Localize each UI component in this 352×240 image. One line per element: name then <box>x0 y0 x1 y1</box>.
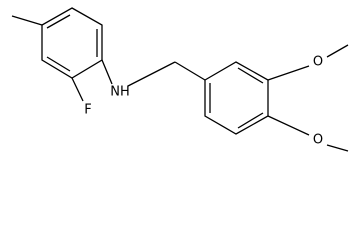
methyl-bond <box>326 144 349 152</box>
atom-label: F <box>84 103 91 118</box>
fluorine-bond <box>71 77 84 102</box>
molecule-diagram: F NH O O <box>11 7 349 152</box>
nh-ch2-bond <box>127 61 176 87</box>
left-ring <box>41 7 103 79</box>
double-bond <box>46 14 71 29</box>
bonds <box>11 7 349 152</box>
methyl-bond <box>326 44 349 58</box>
atom-label: O <box>313 133 323 148</box>
double-bond <box>237 112 264 129</box>
right-ring <box>204 61 269 135</box>
double-bond <box>46 56 71 72</box>
ch2-ring-bond <box>174 61 206 81</box>
methoxy-bond <box>267 115 310 136</box>
atom-label: O <box>313 55 323 70</box>
double-bond <box>237 67 264 84</box>
methyl-bond <box>11 15 43 26</box>
methoxy-bond <box>267 65 310 81</box>
atom-label: NH <box>110 85 130 100</box>
nitrogen-bond <box>101 59 113 85</box>
